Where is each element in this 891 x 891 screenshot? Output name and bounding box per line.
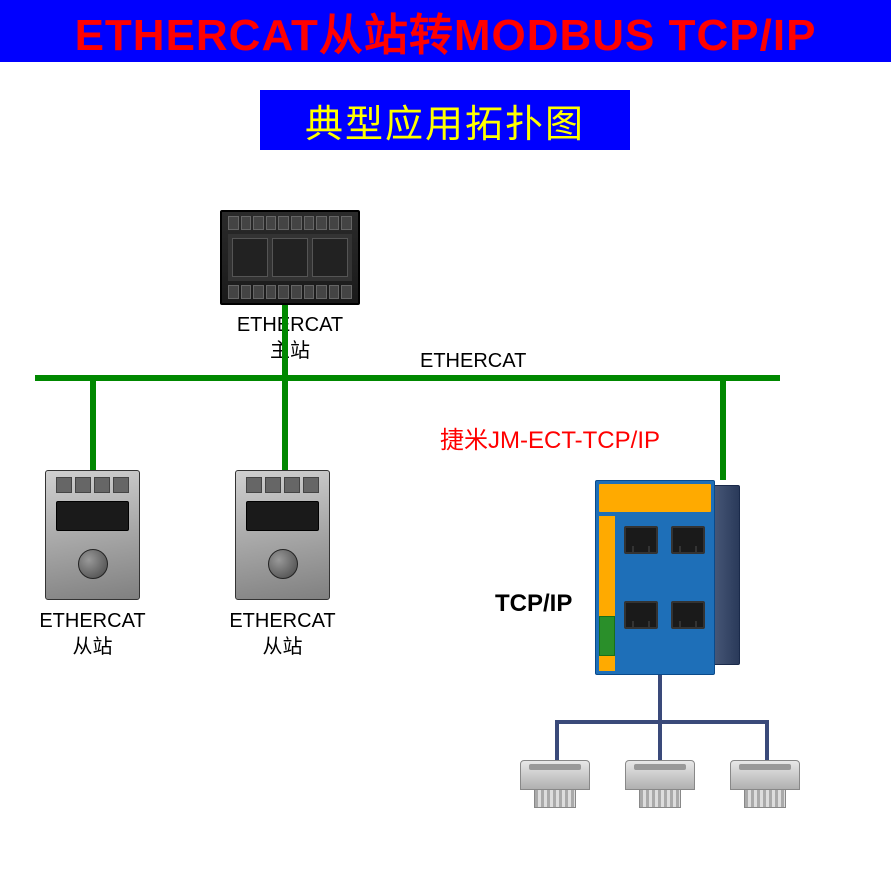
master-label: ETHERCAT 主站 xyxy=(230,312,350,364)
subtitle-box: 典型应用拓扑图 xyxy=(260,90,630,150)
main-title: ETHERCAT从站转MODBUS TCP/IP xyxy=(75,0,817,63)
master-label-line2: 主站 xyxy=(230,338,350,364)
slave2-label: ETHERCAT 从站 xyxy=(225,608,340,660)
gateway-device xyxy=(595,480,740,675)
plc-body xyxy=(220,210,360,305)
tcp-device-body xyxy=(625,760,695,790)
tcp-device-1 xyxy=(520,760,590,808)
plc-terminals-top xyxy=(228,216,352,230)
tcp-trunk xyxy=(658,675,662,720)
tcp-device-2 xyxy=(625,760,695,808)
gateway-port-4 xyxy=(671,601,705,629)
gateway-port-1 xyxy=(624,526,658,554)
tcp-device-connector xyxy=(534,790,576,808)
ethercat-slave-1 xyxy=(45,470,140,600)
drive-terminals xyxy=(56,477,129,493)
gateway-port-2 xyxy=(671,526,705,554)
gateway-header xyxy=(599,484,711,512)
ethercat-slave-2 xyxy=(235,470,330,600)
ethercat-master-device xyxy=(220,210,360,305)
plc-terminals-bottom xyxy=(228,285,352,299)
slave2-label-line1: ETHERCAT xyxy=(225,608,340,634)
gateway-power-connector xyxy=(599,616,615,656)
drive-knob xyxy=(268,549,298,579)
tcp-drop-1 xyxy=(555,720,559,760)
drive-body xyxy=(235,470,330,600)
slave1-label-line1: ETHERCAT xyxy=(35,608,150,634)
master-label-line1: ETHERCAT xyxy=(230,312,350,338)
drive-knob xyxy=(78,549,108,579)
ethercat-bus-main xyxy=(35,375,780,381)
title-bar: ETHERCAT从站转MODBUS TCP/IP xyxy=(0,0,891,62)
tcp-device-body xyxy=(520,760,590,790)
gateway-port-3 xyxy=(624,601,658,629)
drive-terminals xyxy=(246,477,319,493)
tcp-device-connector xyxy=(639,790,681,808)
slave1-label: ETHERCAT 从站 xyxy=(35,608,150,660)
bus-drop-master xyxy=(282,305,288,470)
tcp-device-3 xyxy=(730,760,800,808)
subtitle: 典型应用拓扑图 xyxy=(305,93,585,148)
tcp-branch xyxy=(555,720,769,724)
tcp-drop-3 xyxy=(765,720,769,760)
tcp-drop-2 xyxy=(658,720,662,760)
drive-display xyxy=(56,501,129,531)
bus-label: ETHERCAT xyxy=(420,350,526,373)
bus-drop-gateway xyxy=(720,375,726,480)
plc-slots xyxy=(228,234,352,281)
gateway-product-label: 捷米JM-ECT-TCP/IP xyxy=(440,420,660,455)
slave1-label-line2: 从站 xyxy=(35,634,150,660)
drive-body xyxy=(45,470,140,600)
tcp-device-body xyxy=(730,760,800,790)
slave2-label-line2: 从站 xyxy=(225,634,340,660)
tcpip-label: TCP/IP xyxy=(495,590,572,618)
drive-display xyxy=(246,501,319,531)
tcp-device-connector xyxy=(744,790,786,808)
bus-drop-slave1 xyxy=(90,375,96,470)
gateway-front-panel xyxy=(595,480,715,675)
